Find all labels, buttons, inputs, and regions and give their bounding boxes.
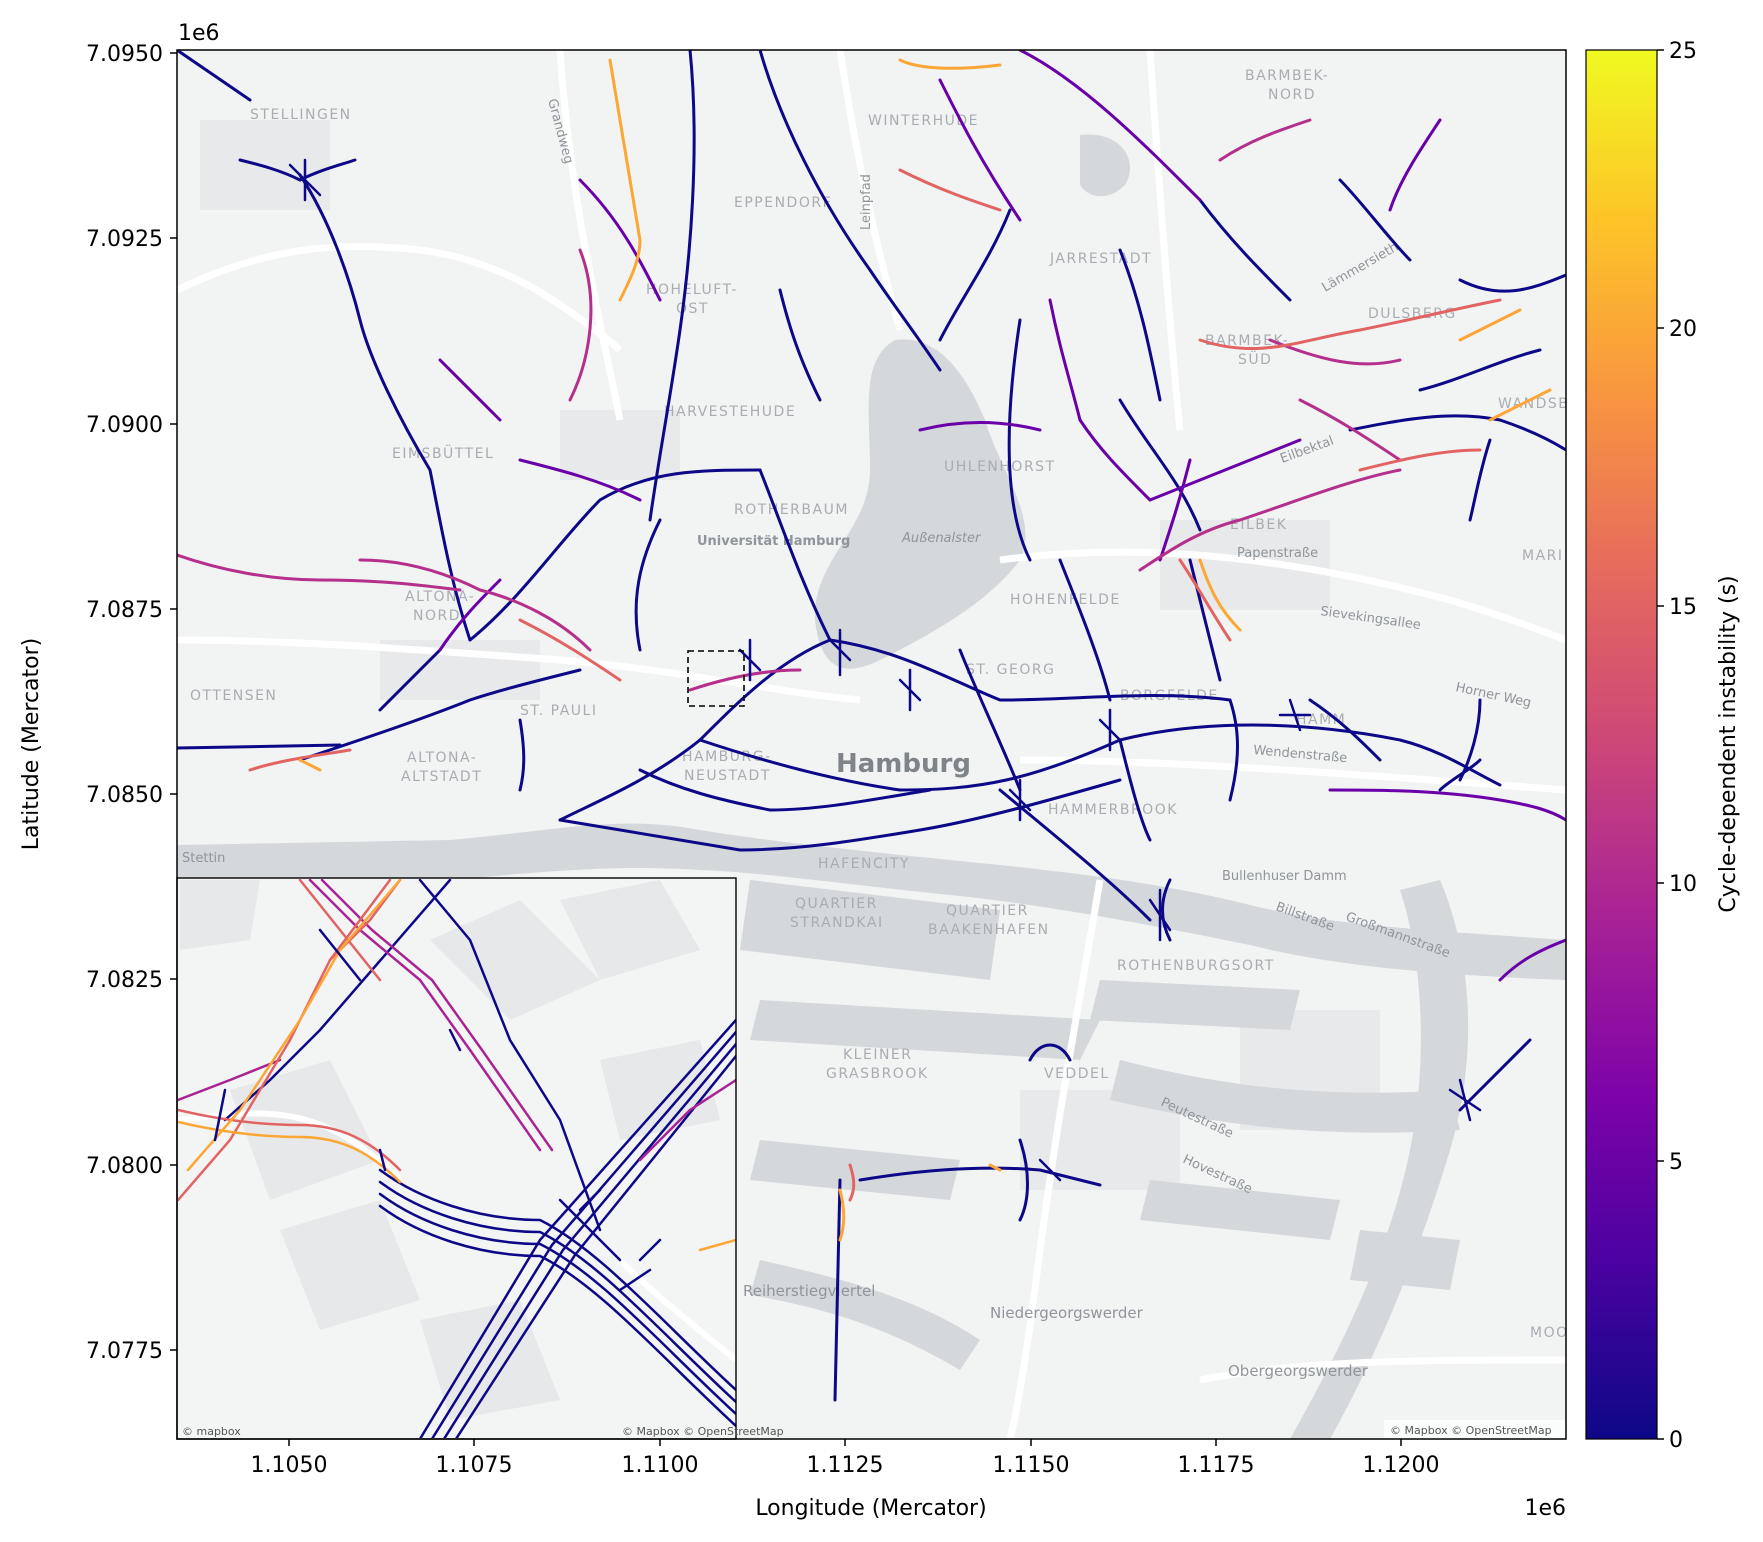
place-aussenalster: Außenalster: [901, 531, 982, 546]
inset-attribution: © Mapbox © OpenStreetMap: [622, 1425, 784, 1438]
label-moorfleet: MOO: [1530, 1325, 1569, 1341]
label-ottensen: OTTENSEN: [190, 688, 277, 704]
colorbar-tick-label: 20: [1669, 317, 1697, 342]
label-hoheluft-ost-1: HOHELUFT-: [646, 282, 738, 298]
inset-buildings: [180, 880, 720, 1420]
plot-frame: [176, 49, 1567, 1440]
x-tick-label: 1.1100: [622, 1453, 699, 1478]
street-stettin: Stettin: [182, 851, 225, 866]
label-uhlenhorst: UHLENHORST: [944, 459, 1056, 475]
label-altona-nord-1: ALTONA-: [405, 589, 475, 605]
x-tick-label: 1.1175: [1178, 1453, 1255, 1478]
x-axis-label: Longitude (Mercator): [755, 1496, 986, 1521]
street-reiherstiegviertel: Reiherstiegviertel: [743, 1282, 875, 1300]
label-quartier-baakenhafen-1: QUARTIER: [946, 903, 1029, 919]
x-tick-label: 1.1075: [436, 1453, 513, 1478]
street-niedergeorgswerder: Niedergeorgswerder: [990, 1304, 1144, 1322]
label-hamburg-neustadt-1: HAMBURG-: [682, 749, 772, 765]
label-altona-altstadt-1: ALTONA-: [407, 750, 477, 766]
label-eilbek: EILBEK: [1230, 517, 1287, 533]
label-rotherbaum: ROTHERBAUM: [734, 502, 849, 518]
y-axis: 7.0950 7.0925 7.0900 7.0875 7.0850 7.082…: [19, 21, 220, 1364]
colorbar-tick-label: 5: [1669, 1150, 1683, 1175]
base-roads: [177, 50, 1566, 1439]
city-label-hamburg: Hamburg: [836, 749, 971, 779]
colorbar-gradient: [1585, 49, 1658, 1440]
colorbar-tick-label: 25: [1669, 39, 1697, 64]
label-barmbek-sued-2: SÜD: [1238, 350, 1272, 368]
label-harvestehude: HARVESTEHUDE: [664, 404, 796, 420]
inset-attribution-logo: © mapbox: [182, 1425, 241, 1438]
y-tick-label: 7.0875: [86, 598, 163, 623]
street-bullenhuser-damm: Bullenhuser Damm: [1222, 869, 1347, 884]
x-tick-label: 1.1200: [1363, 1453, 1440, 1478]
colorbar-tick-label: 10: [1669, 872, 1697, 897]
network-mid-low-instability: [438, 50, 1566, 982]
label-veddel: VEDDEL: [1044, 1066, 1110, 1082]
y-tick-label: 7.0825: [86, 968, 163, 993]
y-offset-label: 1e6: [178, 21, 220, 46]
label-stellingen: STELLINGEN: [250, 107, 352, 123]
label-kleiner-grasbrook-1: KLEINER: [843, 1047, 913, 1063]
y-tick-label: 7.0900: [86, 413, 163, 438]
label-dulsberg: DULSBERG: [1368, 306, 1457, 322]
y-tick-label: 7.0775: [86, 1339, 163, 1364]
label-st-pauli: ST. PAULI: [520, 703, 597, 719]
intersection-markers: [288, 158, 1482, 1182]
label-eppendorf: EPPENDORF: [734, 195, 832, 211]
y-tick-label: 7.0850: [86, 783, 163, 808]
y-tick-label: 7.0800: [86, 1154, 163, 1179]
label-quartier-baakenhafen-2: BAAKENHAFEN: [928, 922, 1050, 938]
colorbar: 0 5 10 15 20 25 Cycle-dependent instabil…: [1585, 39, 1741, 1453]
signal-network: [177, 50, 1566, 1402]
x-tick-label: 1.1125: [807, 1453, 884, 1478]
label-altona-altstadt-2: ALTSTADT: [401, 769, 482, 785]
network-highest-instability: [298, 58, 1552, 1242]
network-mid-instability: [177, 118, 1402, 692]
place-universitaet: Universität Hamburg: [697, 534, 850, 549]
label-altona-nord-2: NORD: [413, 608, 461, 624]
inset-network: [178, 879, 736, 1438]
label-barmbek-nord-1: BARMBEK-: [1245, 68, 1329, 84]
colorbar-tick-label: 0: [1669, 1428, 1683, 1453]
x-tick-label: 1.1050: [251, 1453, 328, 1478]
y-tick-label: 7.0925: [86, 227, 163, 252]
label-st-georg: ST. GEORG: [966, 662, 1055, 678]
label-hamburg-neustadt-2: NEUSTADT: [684, 768, 771, 784]
x-offset-label: 1e6: [1524, 1496, 1566, 1521]
label-rothenburgsort: ROTHENBURGSORT: [1117, 958, 1275, 974]
label-hafencity: HAFENCITY: [818, 856, 910, 872]
label-marienthal: MARI: [1522, 548, 1564, 564]
label-hohenfelde: HOHENFELDE: [1010, 592, 1121, 608]
label-eimsbuettel: EIMSBÜTTEL: [392, 444, 494, 462]
district-labels: STELLINGEN WINTERHUDE BARMBEK- NORD EPPE…: [190, 68, 1569, 1341]
inset-selection-box: [687, 650, 745, 707]
street-obergeorgswerder: Obergeorgswerder: [1228, 1362, 1369, 1380]
y-axis-label: Latitude (Mercator): [19, 638, 44, 851]
label-barmbek-nord-2: NORD: [1268, 87, 1316, 103]
label-quartier-strandkai-1: QUARTIER: [795, 896, 878, 912]
network-high-instability: [248, 168, 1502, 1202]
x-tick-label: 1.1150: [993, 1453, 1070, 1478]
map-attribution: © Mapbox © OpenStreetMap: [1390, 1424, 1552, 1437]
street-papenstrasse: Papenstraße: [1237, 546, 1318, 561]
land-blocks: [200, 120, 1380, 1190]
label-hammerbrook: HAMMERBROOK: [1048, 802, 1178, 818]
x-axis: 1.1050 1.1075 1.1100 1.1125 1.1150 1.117…: [251, 1439, 1566, 1521]
inset-panel[interactable]: © mapbox © Mapbox © OpenStreetMap: [176, 877, 784, 1440]
colorbar-label: Cycle-dependent instability (s): [1716, 575, 1741, 912]
label-kleiner-grasbrook-2: GRASBROOK: [826, 1066, 929, 1082]
y-tick-label: 7.0950: [86, 42, 163, 67]
colorbar-tick-label: 15: [1669, 595, 1697, 620]
street-leinpfad: Leinpfad: [859, 174, 874, 230]
label-jarrestadt: JARRESTADT: [1049, 251, 1152, 267]
label-winterhude: WINTERHUDE: [868, 113, 979, 129]
label-quartier-strandkai-2: STRANDKAI: [790, 915, 884, 931]
